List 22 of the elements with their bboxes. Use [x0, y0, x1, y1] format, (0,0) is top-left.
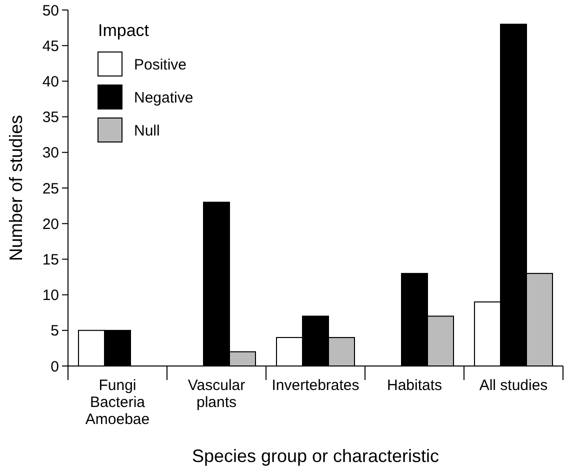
- y-tick-label: 20: [42, 216, 59, 233]
- x-tick-label: Fungi Bacteria Amoebae: [85, 377, 150, 428]
- x-tick-label: Vascular plants: [188, 377, 246, 411]
- x-tick-label: Invertebrates: [272, 377, 360, 394]
- legend-label: Negative: [134, 89, 194, 106]
- y-tick-label: 35: [42, 109, 59, 126]
- x-tick-label: All studies: [479, 377, 548, 394]
- y-tick-label: 5: [50, 322, 59, 340]
- y-tick-label: 15: [42, 251, 59, 268]
- legend-title: Impact: [98, 21, 150, 40]
- x-tick-label: Habitats: [386, 377, 442, 394]
- y-tick-label: 30: [42, 144, 59, 162]
- y-tick-label: 25: [42, 180, 59, 198]
- y-tick-label: 0: [50, 358, 59, 376]
- legend-label: Null: [134, 122, 160, 140]
- x-axis-title: Species group or characteristic: [192, 446, 440, 466]
- y-tick-label: 50: [42, 2, 59, 20]
- y-axis-title: Number of studies: [6, 114, 26, 262]
- legend-label: Positive: [134, 56, 187, 74]
- y-tick-label: 45: [42, 38, 59, 55]
- y-tick-label: 10: [42, 287, 59, 304]
- y-tick-label: 40: [42, 73, 59, 90]
